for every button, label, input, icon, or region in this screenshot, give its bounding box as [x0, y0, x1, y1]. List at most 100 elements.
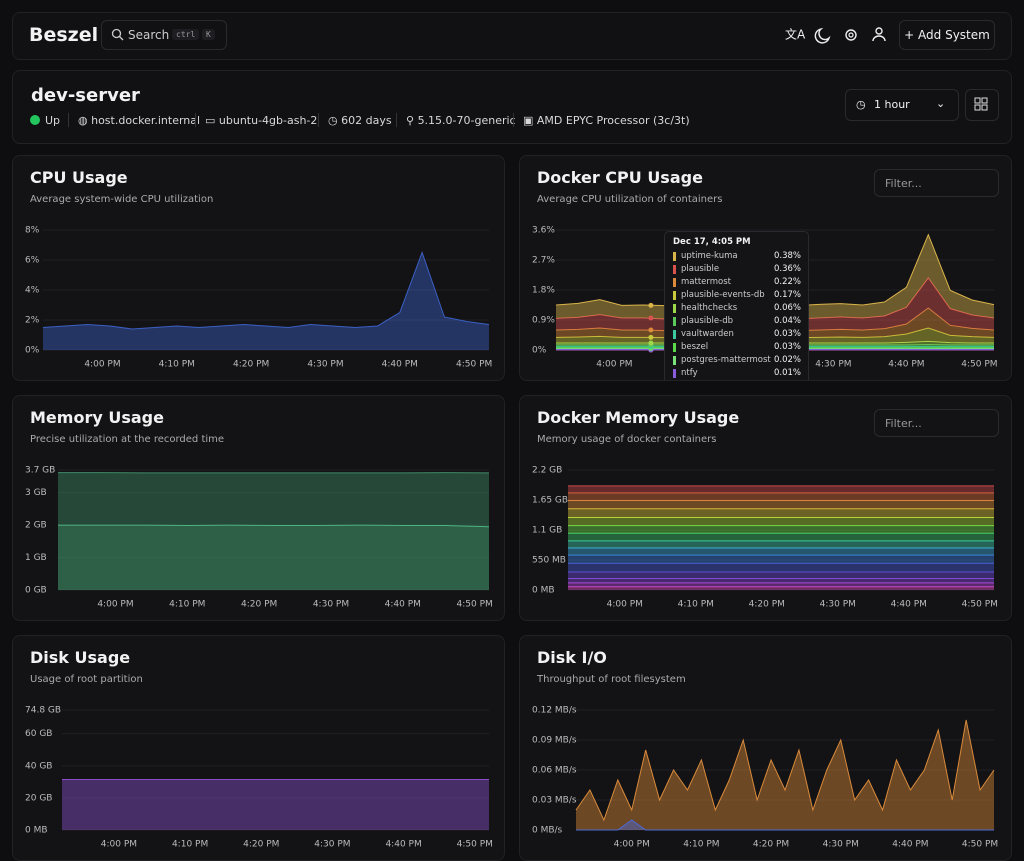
value-label: 0.04% [774, 316, 801, 326]
kernel-text: 5.15.0-70-generic [418, 114, 516, 127]
y-tick-label: 3.7 GB [25, 466, 55, 476]
area [58, 525, 489, 590]
search-icon [111, 28, 124, 41]
area [58, 473, 489, 527]
y-tick-label: 1.65 GB [532, 496, 568, 506]
chart: 0 MB/s0.03 MB/s0.06 MB/s0.09 MB/s0.12 MB… [520, 636, 1012, 861]
y-tick-label: 0 MB/s [532, 826, 563, 836]
layout-toggle[interactable] [965, 89, 999, 121]
value-label: 0.02% [774, 355, 801, 365]
x-tick-label: 4:30 PM [820, 600, 856, 610]
y-tick-label: 60 GB [25, 729, 52, 739]
swatch [673, 265, 676, 274]
series-name: vaultwarden [681, 329, 734, 339]
button-label: Add System [918, 28, 990, 42]
swatch [673, 278, 676, 287]
value-label: 0.01% [774, 368, 801, 378]
logo[interactable]: Beszel [29, 24, 98, 46]
swatch [673, 356, 676, 365]
area [568, 572, 994, 579]
area [568, 541, 994, 548]
time-range-select[interactable]: ◷1 hour⌄ [845, 89, 959, 121]
hover-dot [648, 316, 653, 321]
x-tick-label: 4:50 PM [456, 360, 492, 370]
hover-dot [648, 335, 653, 340]
x-tick-label: 4:50 PM [961, 360, 997, 370]
series-name: mattermost [681, 277, 731, 287]
y-tick-label: 0.03 MB/s [532, 796, 577, 806]
tooltip-row: mattermost 0.22% [673, 277, 801, 289]
swatch [673, 317, 676, 326]
status: Up [45, 114, 60, 127]
y-tick-label: 3.6% [532, 226, 555, 236]
system-header: dev-server Up ◍ host.docker.internal ▭ u… [12, 70, 1012, 144]
x-tick-label: 4:30 PM [314, 840, 350, 850]
x-tick-label: 4:40 PM [888, 360, 924, 370]
x-tick-label: 4:40 PM [382, 360, 418, 370]
x-tick-label: 4:30 PM [307, 360, 343, 370]
swatch [673, 291, 676, 300]
area [568, 517, 994, 525]
cpu-text: AMD EPYC Processor (3c/3t) [537, 114, 690, 127]
swatch [673, 330, 676, 339]
x-tick-label: 4:00 PM [84, 360, 120, 370]
hover-dot [648, 341, 653, 346]
y-tick-label: 0% [532, 346, 547, 356]
y-tick-label: 0.06 MB/s [532, 766, 577, 776]
x-tick-label: 4:20 PM [243, 840, 279, 850]
add-system-button[interactable]: + Add System [899, 20, 995, 50]
area [43, 253, 489, 351]
y-tick-label: 550 MB [532, 556, 566, 566]
y-tick-label: 0% [25, 346, 40, 356]
y-tick-label: 0.12 MB/s [532, 706, 577, 716]
x-tick-label: 4:10 PM [172, 840, 208, 850]
y-tick-label: 6% [25, 256, 40, 266]
x-tick-label: 4:50 PM [962, 840, 998, 850]
y-tick-label: 8% [25, 226, 40, 236]
y-tick-label: 0 GB [25, 586, 47, 596]
search[interactable]: Search ctrl K [101, 20, 227, 50]
series-name: plausible [681, 264, 719, 274]
x-tick-label: 4:30 PM [823, 840, 859, 850]
hostname-text: ubuntu-4gb-ash-2 [219, 114, 318, 127]
y-tick-label: 2 GB [25, 521, 47, 531]
x-tick-label: 4:40 PM [892, 840, 928, 850]
value-label: 0.36% [774, 264, 801, 274]
x-tick-label: 4:00 PM [596, 360, 632, 370]
x-tick-label: 4:00 PM [101, 840, 137, 850]
value-label: 0.06% [774, 303, 801, 313]
separator [513, 113, 514, 127]
area [568, 486, 994, 493]
y-tick-label: 2.2 GB [532, 466, 562, 476]
kbd: K [202, 29, 215, 40]
x-tick-label: 4:30 PM [815, 360, 851, 370]
hostname: ▭ ubuntu-4gb-ash-2 [205, 114, 317, 127]
x-tick-label: 4:20 PM [233, 360, 269, 370]
y-tick-label: 2% [25, 316, 40, 326]
value-label: 0.22% [774, 277, 801, 287]
tooltip-row: plausible 0.36% [673, 264, 801, 276]
x-tick-label: 4:50 PM [457, 600, 493, 610]
cpu: ▣ AMD EPYC Processor (3c/3t) [523, 114, 690, 127]
tooltip-title: Dec 17, 4:05 PM [673, 237, 751, 247]
x-tick-label: 4:40 PM [385, 600, 421, 610]
series-name: postgres-mattermost [681, 355, 771, 365]
swatch [673, 369, 676, 378]
status-dot [29, 114, 41, 126]
uptime-text: 602 days [341, 114, 391, 127]
nav-icons[interactable]: 文A [783, 26, 893, 46]
area [62, 779, 489, 830]
host-text: host.docker.internal [91, 114, 200, 127]
separator [195, 113, 196, 127]
hover-dot [648, 303, 653, 308]
